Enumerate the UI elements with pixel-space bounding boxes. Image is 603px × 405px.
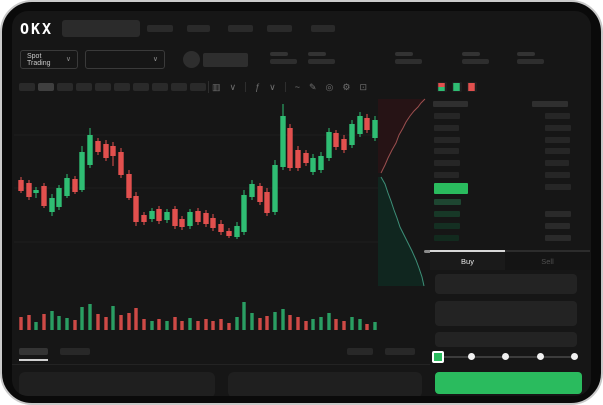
chevron-down-icon[interactable]: ∨ bbox=[229, 81, 237, 92]
tab-sell[interactable]: Sell bbox=[505, 250, 590, 270]
chevron-down-icon[interactable]: ∨ bbox=[269, 81, 276, 92]
line-tool-icon[interactable]: ~ bbox=[294, 82, 300, 92]
bottom-action[interactable] bbox=[347, 348, 373, 355]
chart-toolbar-icons: ▥ ∨ ƒ ∨ ~ ✎ ◎ ⚙ ⊡ bbox=[212, 81, 367, 93]
ask-row-bar[interactable] bbox=[545, 113, 570, 119]
timeframe-button-active[interactable] bbox=[38, 83, 54, 91]
ask-row-bar[interactable] bbox=[434, 113, 460, 119]
order-total-input[interactable] bbox=[435, 332, 577, 347]
bid-row-bar[interactable] bbox=[545, 223, 570, 229]
ask-row-bar[interactable] bbox=[434, 160, 460, 167]
chevron-down-icon: ∨ bbox=[65, 56, 71, 63]
bid-row-bar[interactable] bbox=[545, 211, 571, 217]
candle-style-icon[interactable]: ▥ bbox=[212, 81, 221, 92]
stat-value bbox=[517, 59, 544, 64]
order-price-input[interactable] bbox=[435, 274, 577, 294]
divider bbox=[245, 82, 247, 92]
slider-step-dot[interactable] bbox=[468, 353, 475, 360]
divider bbox=[284, 82, 286, 92]
nav-item[interactable] bbox=[267, 25, 292, 32]
bid-row-bar[interactable] bbox=[434, 199, 461, 205]
ask-row-bar[interactable] bbox=[434, 172, 459, 178]
timeframe-button[interactable] bbox=[95, 83, 111, 91]
amount-slider-handle[interactable] bbox=[432, 351, 444, 363]
active-tab-underline bbox=[19, 359, 48, 361]
slider-step-dot[interactable] bbox=[571, 353, 578, 360]
stat-value bbox=[395, 59, 422, 64]
stat-label bbox=[517, 52, 535, 56]
fullscreen-icon[interactable]: ⊡ bbox=[359, 81, 368, 92]
screenshot-icon[interactable]: ◎ bbox=[325, 81, 334, 92]
stat-value bbox=[308, 59, 335, 64]
timeframe-button[interactable] bbox=[171, 83, 187, 91]
orders-panel-placeholder bbox=[228, 372, 422, 396]
ask-row-bar[interactable] bbox=[434, 148, 459, 155]
market-type-label: Spot Trading bbox=[27, 52, 51, 67]
tab-buy[interactable]: Buy bbox=[430, 250, 505, 270]
nav-item[interactable] bbox=[147, 25, 173, 32]
orderbook-mode-bids[interactable] bbox=[452, 82, 462, 92]
order-amount-input[interactable] bbox=[435, 301, 577, 326]
orderbook-mode-both[interactable] bbox=[437, 82, 447, 92]
buy-submit-button[interactable] bbox=[435, 372, 582, 394]
okx-logo[interactable]: OKX bbox=[20, 20, 54, 38]
coin-avatar bbox=[183, 51, 200, 68]
timeframe-button[interactable] bbox=[76, 83, 92, 91]
ask-row-bar[interactable] bbox=[545, 172, 570, 178]
chevron-down-icon: ∨ bbox=[152, 56, 158, 63]
orderbook-header-left bbox=[433, 101, 468, 107]
stat-label bbox=[462, 52, 480, 56]
toolbar-divider bbox=[208, 81, 209, 93]
nav-item[interactable] bbox=[228, 25, 253, 32]
search-input[interactable] bbox=[62, 20, 140, 37]
orderbook-mode-switcher bbox=[437, 82, 477, 92]
timeframe-button[interactable] bbox=[133, 83, 149, 91]
pair-selector-dropdown[interactable]: ∨ bbox=[85, 50, 165, 69]
timeframe-button[interactable] bbox=[190, 83, 206, 91]
timeframe-button[interactable] bbox=[19, 83, 35, 91]
pair-name-placeholder bbox=[203, 53, 248, 67]
timeframe-button[interactable] bbox=[57, 83, 73, 91]
ask-row-bar[interactable] bbox=[545, 124, 571, 131]
nav-item[interactable] bbox=[187, 25, 210, 32]
draw-tool-icon[interactable]: ✎ bbox=[308, 81, 317, 92]
stat-label bbox=[270, 52, 288, 56]
last-price-side-bar bbox=[545, 184, 571, 190]
ask-row-bar[interactable] bbox=[545, 160, 569, 167]
ask-row-bar[interactable] bbox=[434, 136, 460, 143]
bid-row-bar[interactable] bbox=[434, 223, 460, 229]
bottom-action[interactable] bbox=[385, 348, 415, 355]
timeframe-button[interactable] bbox=[114, 83, 130, 91]
slider-step-dot[interactable] bbox=[502, 353, 509, 360]
ask-row-bar[interactable] bbox=[434, 124, 459, 131]
ask-row-bar[interactable] bbox=[545, 148, 570, 155]
bottom-tab-active[interactable] bbox=[19, 348, 48, 355]
stat-value bbox=[462, 59, 489, 64]
ask-row-bar[interactable] bbox=[545, 136, 570, 143]
stat-label bbox=[395, 52, 413, 56]
positions-panel-placeholder bbox=[19, 372, 215, 396]
indicators-icon[interactable]: ƒ bbox=[255, 82, 261, 92]
orderbook-header-right bbox=[532, 101, 568, 107]
bid-row-bar[interactable] bbox=[545, 235, 571, 241]
bottom-tab[interactable] bbox=[60, 348, 90, 355]
timeframe-button[interactable] bbox=[152, 83, 168, 91]
candlestick-chart[interactable] bbox=[12, 11, 591, 396]
slider-step-dot[interactable] bbox=[537, 353, 544, 360]
section-divider bbox=[12, 364, 430, 365]
settings-gear-icon[interactable]: ⚙ bbox=[342, 81, 351, 92]
order-form-tabs: Buy Sell bbox=[430, 250, 590, 270]
bid-row-bar[interactable] bbox=[434, 235, 459, 241]
stat-value bbox=[270, 59, 297, 64]
orderbook-mode-asks[interactable] bbox=[467, 82, 477, 92]
bid-row-bar[interactable] bbox=[434, 211, 460, 217]
stat-label bbox=[308, 52, 326, 56]
market-type-selector[interactable]: Spot Trading ∨ bbox=[20, 50, 78, 69]
app-window: OKX Spot Trading ∨ ∨ bbox=[12, 11, 591, 396]
nav-item[interactable] bbox=[311, 25, 335, 32]
last-price-highlight[interactable] bbox=[434, 183, 468, 194]
